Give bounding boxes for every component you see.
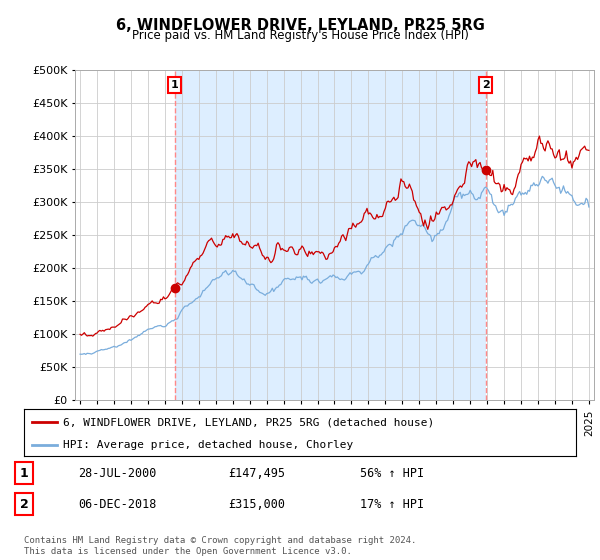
Text: 56% ↑ HPI: 56% ↑ HPI [360, 467, 424, 480]
Text: Contains HM Land Registry data © Crown copyright and database right 2024.
This d: Contains HM Land Registry data © Crown c… [24, 536, 416, 556]
Text: 6, WINDFLOWER DRIVE, LEYLAND, PR25 5RG: 6, WINDFLOWER DRIVE, LEYLAND, PR25 5RG [116, 18, 484, 33]
Text: 28-JUL-2000: 28-JUL-2000 [78, 467, 157, 480]
Text: 6, WINDFLOWER DRIVE, LEYLAND, PR25 5RG (detached house): 6, WINDFLOWER DRIVE, LEYLAND, PR25 5RG (… [62, 417, 434, 427]
Text: 2: 2 [20, 498, 28, 511]
Text: 06-DEC-2018: 06-DEC-2018 [78, 498, 157, 511]
Text: Price paid vs. HM Land Registry's House Price Index (HPI): Price paid vs. HM Land Registry's House … [131, 29, 469, 42]
Text: HPI: Average price, detached house, Chorley: HPI: Average price, detached house, Chor… [62, 440, 353, 450]
Text: 1: 1 [171, 80, 179, 90]
Bar [175, 70, 486, 400]
Text: £315,000: £315,000 [228, 498, 285, 511]
Text: 17% ↑ HPI: 17% ↑ HPI [360, 498, 424, 511]
Text: £147,495: £147,495 [228, 467, 285, 480]
Text: 2: 2 [482, 80, 490, 90]
Text: 1: 1 [20, 467, 28, 480]
